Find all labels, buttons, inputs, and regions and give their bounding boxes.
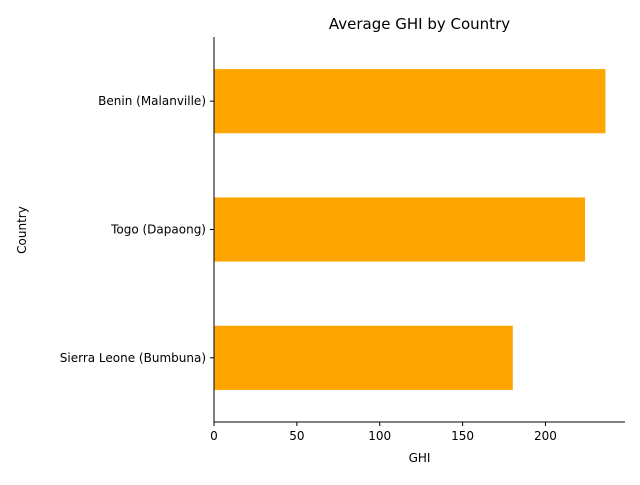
x-tick-label: 50 xyxy=(289,429,304,443)
x-tick-label: 150 xyxy=(451,429,474,443)
plot-area: Sierra Leone (Bumbuna) Togo (Dapaong) Beni… xyxy=(60,37,625,443)
bar xyxy=(214,325,513,390)
chart-title: Average GHI by Country xyxy=(329,15,510,33)
y-axis-label: Country xyxy=(15,206,29,254)
y-tick-label: Sierra Leone (Bumbuna) xyxy=(60,351,206,365)
x-axis-label: GHI xyxy=(409,451,431,465)
bar xyxy=(214,69,606,134)
x-tick-label: 100 xyxy=(368,429,391,443)
y-tick-label: Benin (Malanville) xyxy=(98,94,206,108)
bar xyxy=(214,197,586,262)
y-tick-label: Togo (Dapaong) xyxy=(110,223,206,237)
x-tick-label: 200 xyxy=(534,429,557,443)
x-tick-label: 0 xyxy=(210,429,218,443)
